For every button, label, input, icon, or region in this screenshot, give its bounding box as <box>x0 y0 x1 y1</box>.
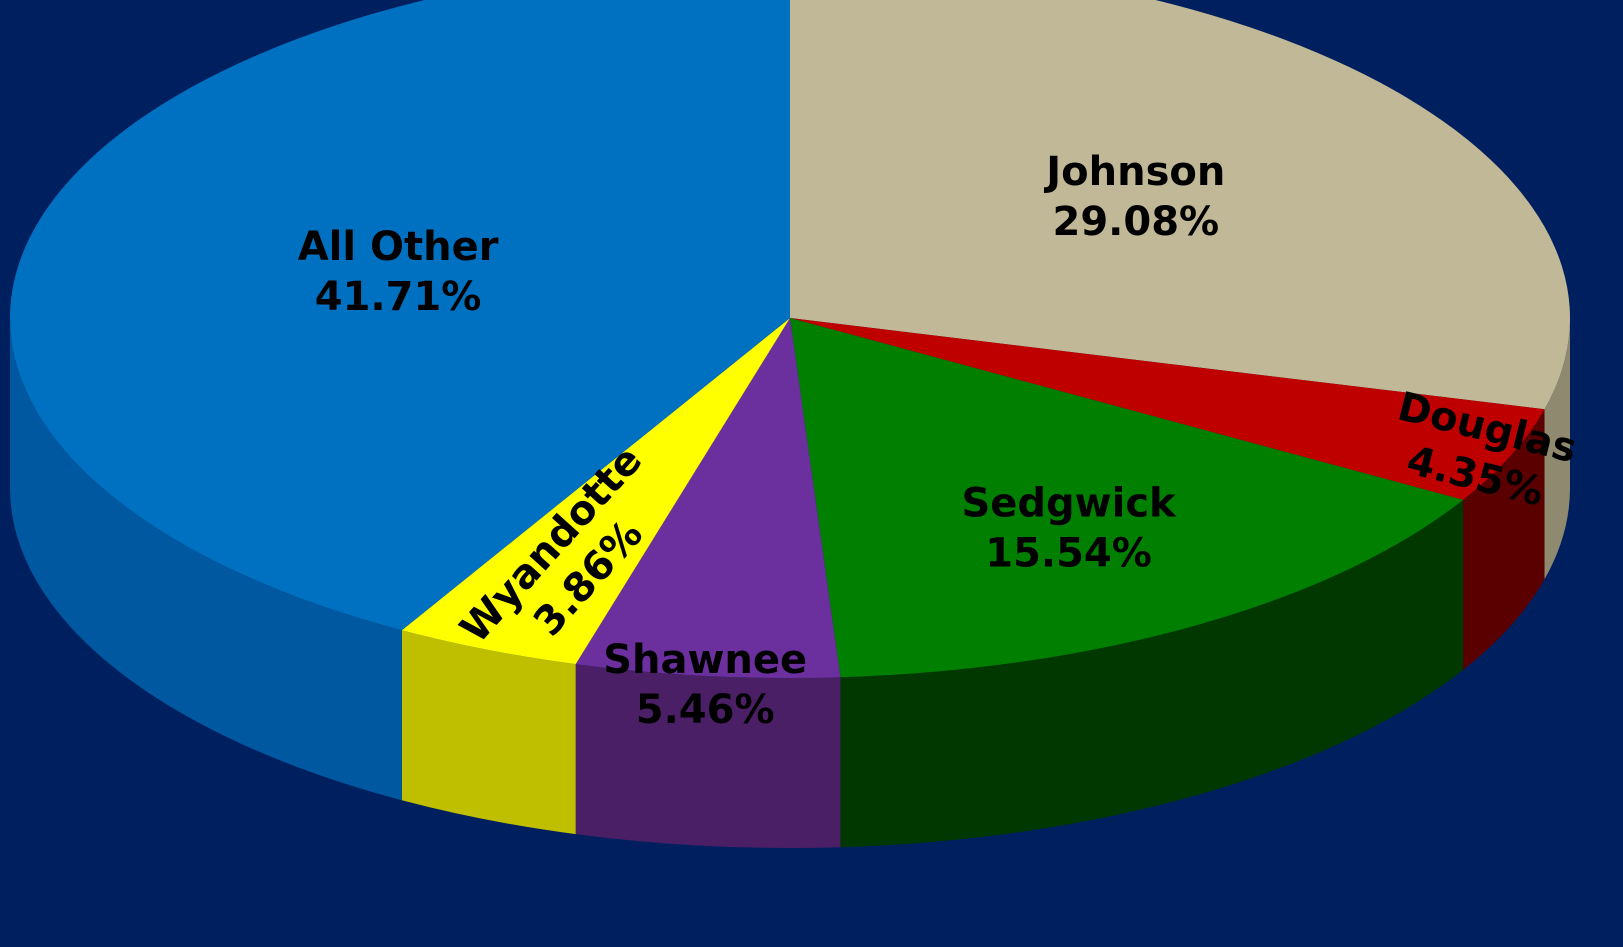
side-johnson <box>1544 318 1570 580</box>
pie-data-labels: Johnson 29.08%Douglas4.35%Sedgwick 15.54%S… <box>298 149 1582 733</box>
side-shawnee <box>575 664 841 849</box>
label-value: 5.46% <box>636 687 775 733</box>
label-category: Johnson <box>1043 149 1225 195</box>
data-label-all-other: All Other 41.71% <box>298 224 499 320</box>
side-sedgwick <box>840 499 1464 848</box>
side-wyandotte <box>401 630 576 835</box>
slice-all-other <box>10 0 790 631</box>
slice-shawnee <box>575 318 841 679</box>
side-douglas <box>1463 409 1545 670</box>
label-category: Shawnee <box>603 637 807 683</box>
label-value: 15.54% <box>985 530 1152 576</box>
slice-douglas <box>790 318 1545 500</box>
data-label-shawnee: Shawnee 5.46% <box>603 637 807 733</box>
side-all-other <box>10 318 402 801</box>
data-label-johnson: Johnson 29.08% <box>1043 149 1225 245</box>
label-category: Sedgwick <box>961 480 1177 526</box>
label-category: All Other <box>298 224 499 270</box>
slice-johnson <box>790 0 1570 410</box>
slice-sedgwick <box>790 318 1464 678</box>
slice-wyandotte <box>401 318 790 665</box>
data-label-sedgwick: Sedgwick 15.54% <box>961 480 1177 576</box>
label-value: 41.71% <box>315 274 482 320</box>
pie-side-walls <box>10 318 1570 849</box>
label-value: 29.08% <box>1053 199 1220 245</box>
pie-top-faces <box>10 0 1570 679</box>
